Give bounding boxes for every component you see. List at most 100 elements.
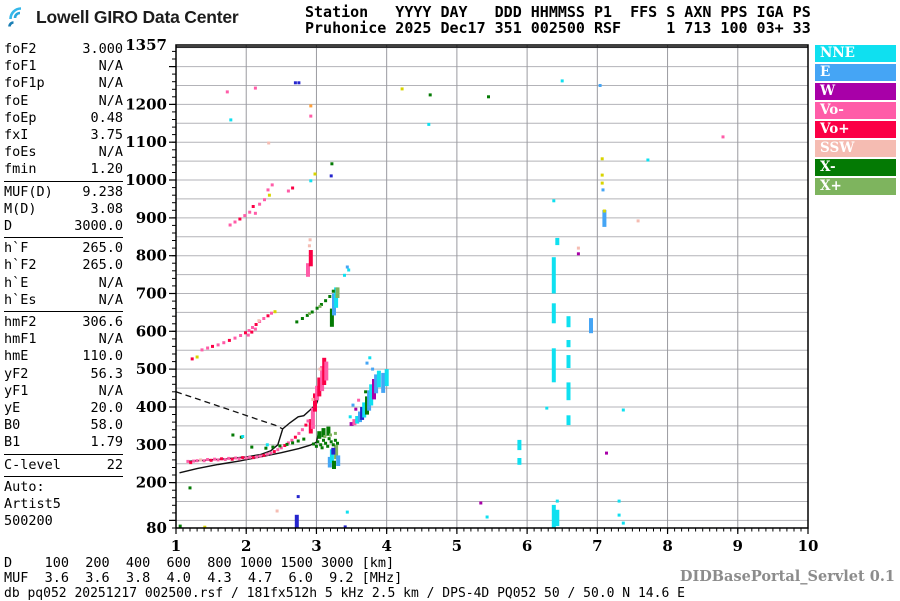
echo-point [552, 199, 556, 203]
echo-point [307, 312, 311, 315]
echo-point [229, 118, 233, 122]
parameter-value: 265.0 [82, 240, 123, 257]
legend-item-Vo+: Vo+ [815, 121, 896, 138]
echo-point [253, 211, 257, 215]
echo-point [195, 355, 199, 359]
echo-point [348, 415, 352, 419]
echo-bar [306, 263, 310, 277]
echo-point [206, 458, 210, 461]
parameter-row: fmin 1.20 [4, 161, 123, 178]
echo-point [273, 310, 277, 314]
parameter-section: h`F 265.0 h`F2 265.0 h`E N/A h`Es N/A [4, 240, 123, 313]
parameter-value: 22 [106, 456, 123, 473]
echo-bar [555, 237, 560, 246]
echo-point [243, 214, 247, 218]
legend-item-X-: X- [815, 159, 896, 176]
echo-point [295, 320, 299, 324]
parameter-label: fmin [4, 161, 37, 178]
echo-bar [358, 411, 362, 423]
parameter-value: 3000.0 [74, 218, 123, 235]
servlet-version-label: DIDBasePortal_Servlet 0.1 [679, 568, 895, 585]
echo-point [244, 456, 248, 460]
echo-bar [334, 444, 339, 460]
echo-bar [317, 377, 322, 397]
x-tick-label: 10 [798, 537, 819, 555]
parameter-value: 20.0 [90, 400, 123, 417]
echo-point [237, 457, 241, 461]
echo-point [297, 81, 301, 85]
fitted-trace-line [186, 399, 319, 463]
parameter-value: N/A [98, 75, 123, 92]
echo-point [327, 437, 331, 441]
echo-bar [324, 361, 329, 381]
parameter-label: Artist5 [4, 496, 61, 513]
legend-item-SSW: SSW [815, 140, 896, 157]
parameter-value: 3.75 [90, 127, 123, 144]
echo-point [195, 459, 199, 463]
echo-point [231, 433, 235, 437]
echo-point [309, 179, 313, 183]
giro-signal-icon [8, 7, 22, 27]
echo-point [428, 93, 432, 97]
parameter-row: MUF(D) 9.238 [4, 184, 123, 201]
echo-point [199, 458, 203, 462]
muf-table-distance-row: D 100 200 400 600 800 1000 1500 3000 [km… [4, 555, 395, 571]
parameter-row: foF1 N/A [4, 58, 123, 75]
echo-points [178, 79, 725, 529]
dashed-extrapolation-line [175, 391, 283, 430]
echo-bar [365, 396, 369, 415]
parameter-value: 306.6 [82, 314, 123, 331]
echo-point [276, 448, 280, 452]
echo-point [213, 457, 217, 461]
parameter-label: yF2 [4, 365, 29, 382]
y-tick-label: 80 [146, 519, 167, 537]
echo-point [216, 343, 220, 347]
parameter-row: B0 58.0 [4, 417, 123, 434]
echo-point [306, 419, 310, 423]
echo-point [364, 390, 368, 394]
legend-item-Vo-: Vo- [815, 102, 896, 119]
parameter-value: N/A [98, 291, 123, 308]
echo-point [326, 444, 330, 448]
echo-point [311, 397, 315, 401]
echo-point [209, 458, 213, 462]
parameter-row: D 3000.0 [4, 218, 123, 235]
echo-point [371, 367, 375, 371]
giro-logo: Lowell GIRO Data Center [7, 5, 239, 29]
echo-point [598, 84, 602, 87]
echo-point [314, 444, 318, 448]
x-tick-label: 3 [311, 537, 321, 555]
parameter-row: fxI 3.75 [4, 127, 123, 144]
echo-point [318, 304, 322, 308]
parameter-row: foF2 3.000 [4, 41, 123, 58]
x-tick-label: 2 [241, 537, 251, 555]
echo-bar [374, 374, 379, 394]
parameter-label: 500200 [4, 513, 53, 530]
echo-point [189, 461, 193, 465]
y-tick-label: 600 [136, 322, 167, 340]
y-tick-label: 1357 [125, 36, 167, 54]
echo-bar [517, 439, 522, 451]
true-height-profile-line [179, 432, 320, 474]
echo-point [255, 455, 259, 459]
echo-point [600, 173, 604, 177]
echo-bar [367, 390, 372, 411]
echo-point [296, 495, 300, 499]
echo-point [250, 330, 254, 334]
echo-bar [551, 303, 556, 324]
echo-point [222, 341, 226, 345]
echo-point [290, 438, 294, 442]
axes: 1357120011001000900800700600500400300200… [125, 36, 818, 555]
echo-point [279, 446, 283, 450]
echo-bar [551, 257, 556, 294]
parameter-label: fxI [4, 127, 29, 144]
echo-point [636, 219, 640, 223]
echo-point [258, 454, 262, 458]
echo-bar [362, 402, 367, 418]
echo-point [305, 313, 309, 317]
echo-bar [320, 366, 325, 392]
echo-point [266, 188, 270, 192]
echo-bar [329, 308, 334, 327]
echo-point [257, 319, 261, 323]
